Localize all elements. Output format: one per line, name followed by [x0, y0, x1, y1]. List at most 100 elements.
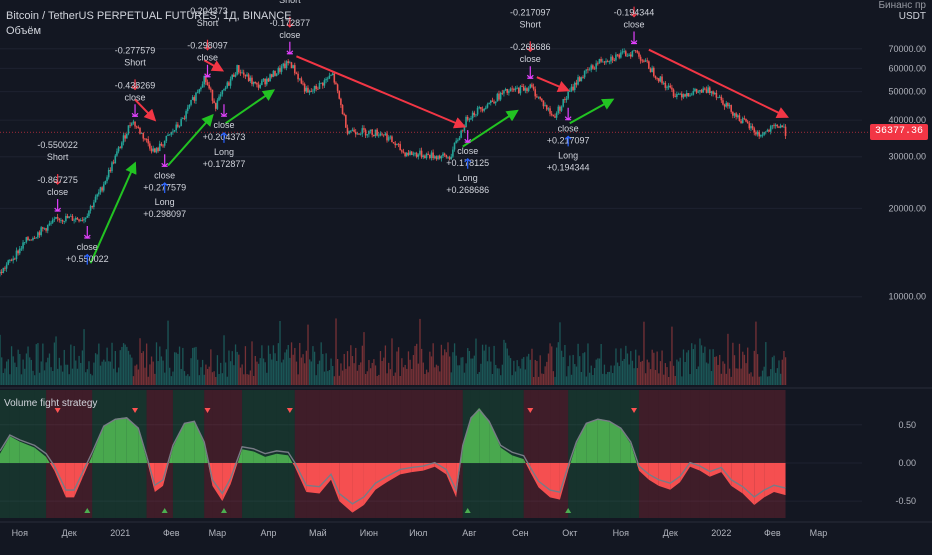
candle-body — [94, 196, 97, 203]
volume-bar — [142, 351, 144, 385]
volume-bar — [269, 353, 271, 385]
candle-body — [96, 194, 98, 197]
trend-arrow-up — [462, 109, 519, 148]
trend-arrow-up — [89, 161, 137, 264]
signal-action: Long — [155, 197, 175, 207]
candle-body — [695, 88, 698, 93]
candle-body — [170, 132, 173, 135]
volume-bar — [501, 364, 503, 385]
candle-body — [229, 79, 232, 86]
time-tick-label: 2022 — [711, 528, 731, 538]
indicator-band — [154, 390, 164, 518]
indicator-positive-segment — [115, 417, 127, 463]
signal-label: +0.172877 — [203, 159, 246, 169]
candle-body — [661, 76, 663, 84]
candle-body — [639, 56, 642, 61]
candle-body — [213, 100, 215, 104]
volume-bar — [203, 374, 205, 385]
indicator-band — [46, 390, 55, 518]
candle-body — [55, 216, 57, 219]
candle-body — [341, 104, 344, 115]
candle-body — [114, 155, 117, 164]
indicator-band — [65, 390, 75, 518]
volume-bar — [29, 357, 31, 385]
candle-body — [453, 142, 456, 150]
volume-bar — [239, 367, 242, 385]
volume-bar — [320, 342, 322, 385]
volume-bar — [551, 346, 553, 385]
indicator-band — [550, 390, 560, 518]
candle-body — [600, 59, 602, 62]
volume-bar — [68, 374, 70, 385]
signal-action: close — [457, 146, 478, 156]
volume-bar — [526, 356, 528, 385]
volume-bar — [241, 364, 243, 385]
volume-bar — [539, 355, 541, 385]
volume-bar — [743, 354, 746, 385]
volume-bar — [434, 367, 436, 385]
candle-body — [717, 97, 719, 99]
candle-body — [119, 147, 122, 149]
time-tick-label: Фев — [764, 528, 781, 538]
time-tick-label: Сен — [512, 528, 529, 538]
indicator-positive-segment — [0, 436, 10, 463]
candle-body — [488, 102, 490, 105]
volume-bar — [25, 353, 28, 385]
candle-body — [485, 107, 487, 109]
volume-bar — [715, 356, 718, 385]
candle-body — [636, 51, 639, 53]
candle-body — [414, 152, 416, 154]
volume-bar — [671, 326, 673, 385]
volume-bar — [424, 373, 426, 385]
candle-body — [2, 267, 5, 273]
volume-bar — [363, 332, 365, 385]
time-tick-label: 2021 — [110, 528, 130, 538]
volume-bar — [277, 343, 280, 385]
close-marker-icon — [83, 225, 91, 239]
volume-bar — [483, 350, 485, 385]
volume-bar — [704, 346, 706, 385]
volume-bar — [361, 345, 364, 385]
volume-bar — [569, 355, 571, 385]
volume-bar — [727, 333, 729, 385]
candle-body — [588, 69, 591, 71]
candle-body — [214, 103, 217, 109]
indicator-negative-segment — [731, 462, 743, 494]
candle-body — [629, 54, 632, 57]
candle-body — [557, 106, 560, 113]
candle-body — [410, 151, 413, 155]
volume-bar — [565, 376, 568, 385]
volume-bar — [697, 366, 699, 385]
candle-body — [121, 142, 123, 148]
volume-bar — [399, 375, 401, 385]
candle-body — [513, 89, 515, 91]
volume-bar — [417, 363, 419, 385]
candle-body — [241, 72, 243, 74]
candle-body — [491, 100, 494, 102]
volume-bar — [496, 368, 499, 385]
indicator-band — [74, 390, 83, 518]
candle-body — [60, 220, 62, 221]
candle-body — [481, 109, 484, 111]
candle-body — [313, 85, 316, 91]
short-arrow-icon — [630, 6, 638, 18]
volume-bar — [529, 359, 531, 385]
indicator-negative-segment — [222, 462, 231, 502]
candle-body — [697, 91, 700, 93]
candle-body — [465, 116, 467, 128]
volume-bar — [234, 344, 237, 385]
indicator-negative-segment — [638, 462, 649, 480]
volume-bar — [279, 320, 281, 385]
candle-body — [134, 121, 136, 127]
volume-bar — [598, 358, 601, 385]
volume-bar — [613, 365, 615, 385]
volume-bar — [460, 357, 462, 385]
volume-bar — [444, 349, 446, 385]
volume-bar — [355, 347, 357, 385]
candle-body — [373, 134, 375, 136]
candle-body — [603, 61, 606, 63]
volume-bar — [315, 375, 317, 385]
candle-body — [656, 78, 658, 79]
volume-bar — [592, 375, 594, 385]
